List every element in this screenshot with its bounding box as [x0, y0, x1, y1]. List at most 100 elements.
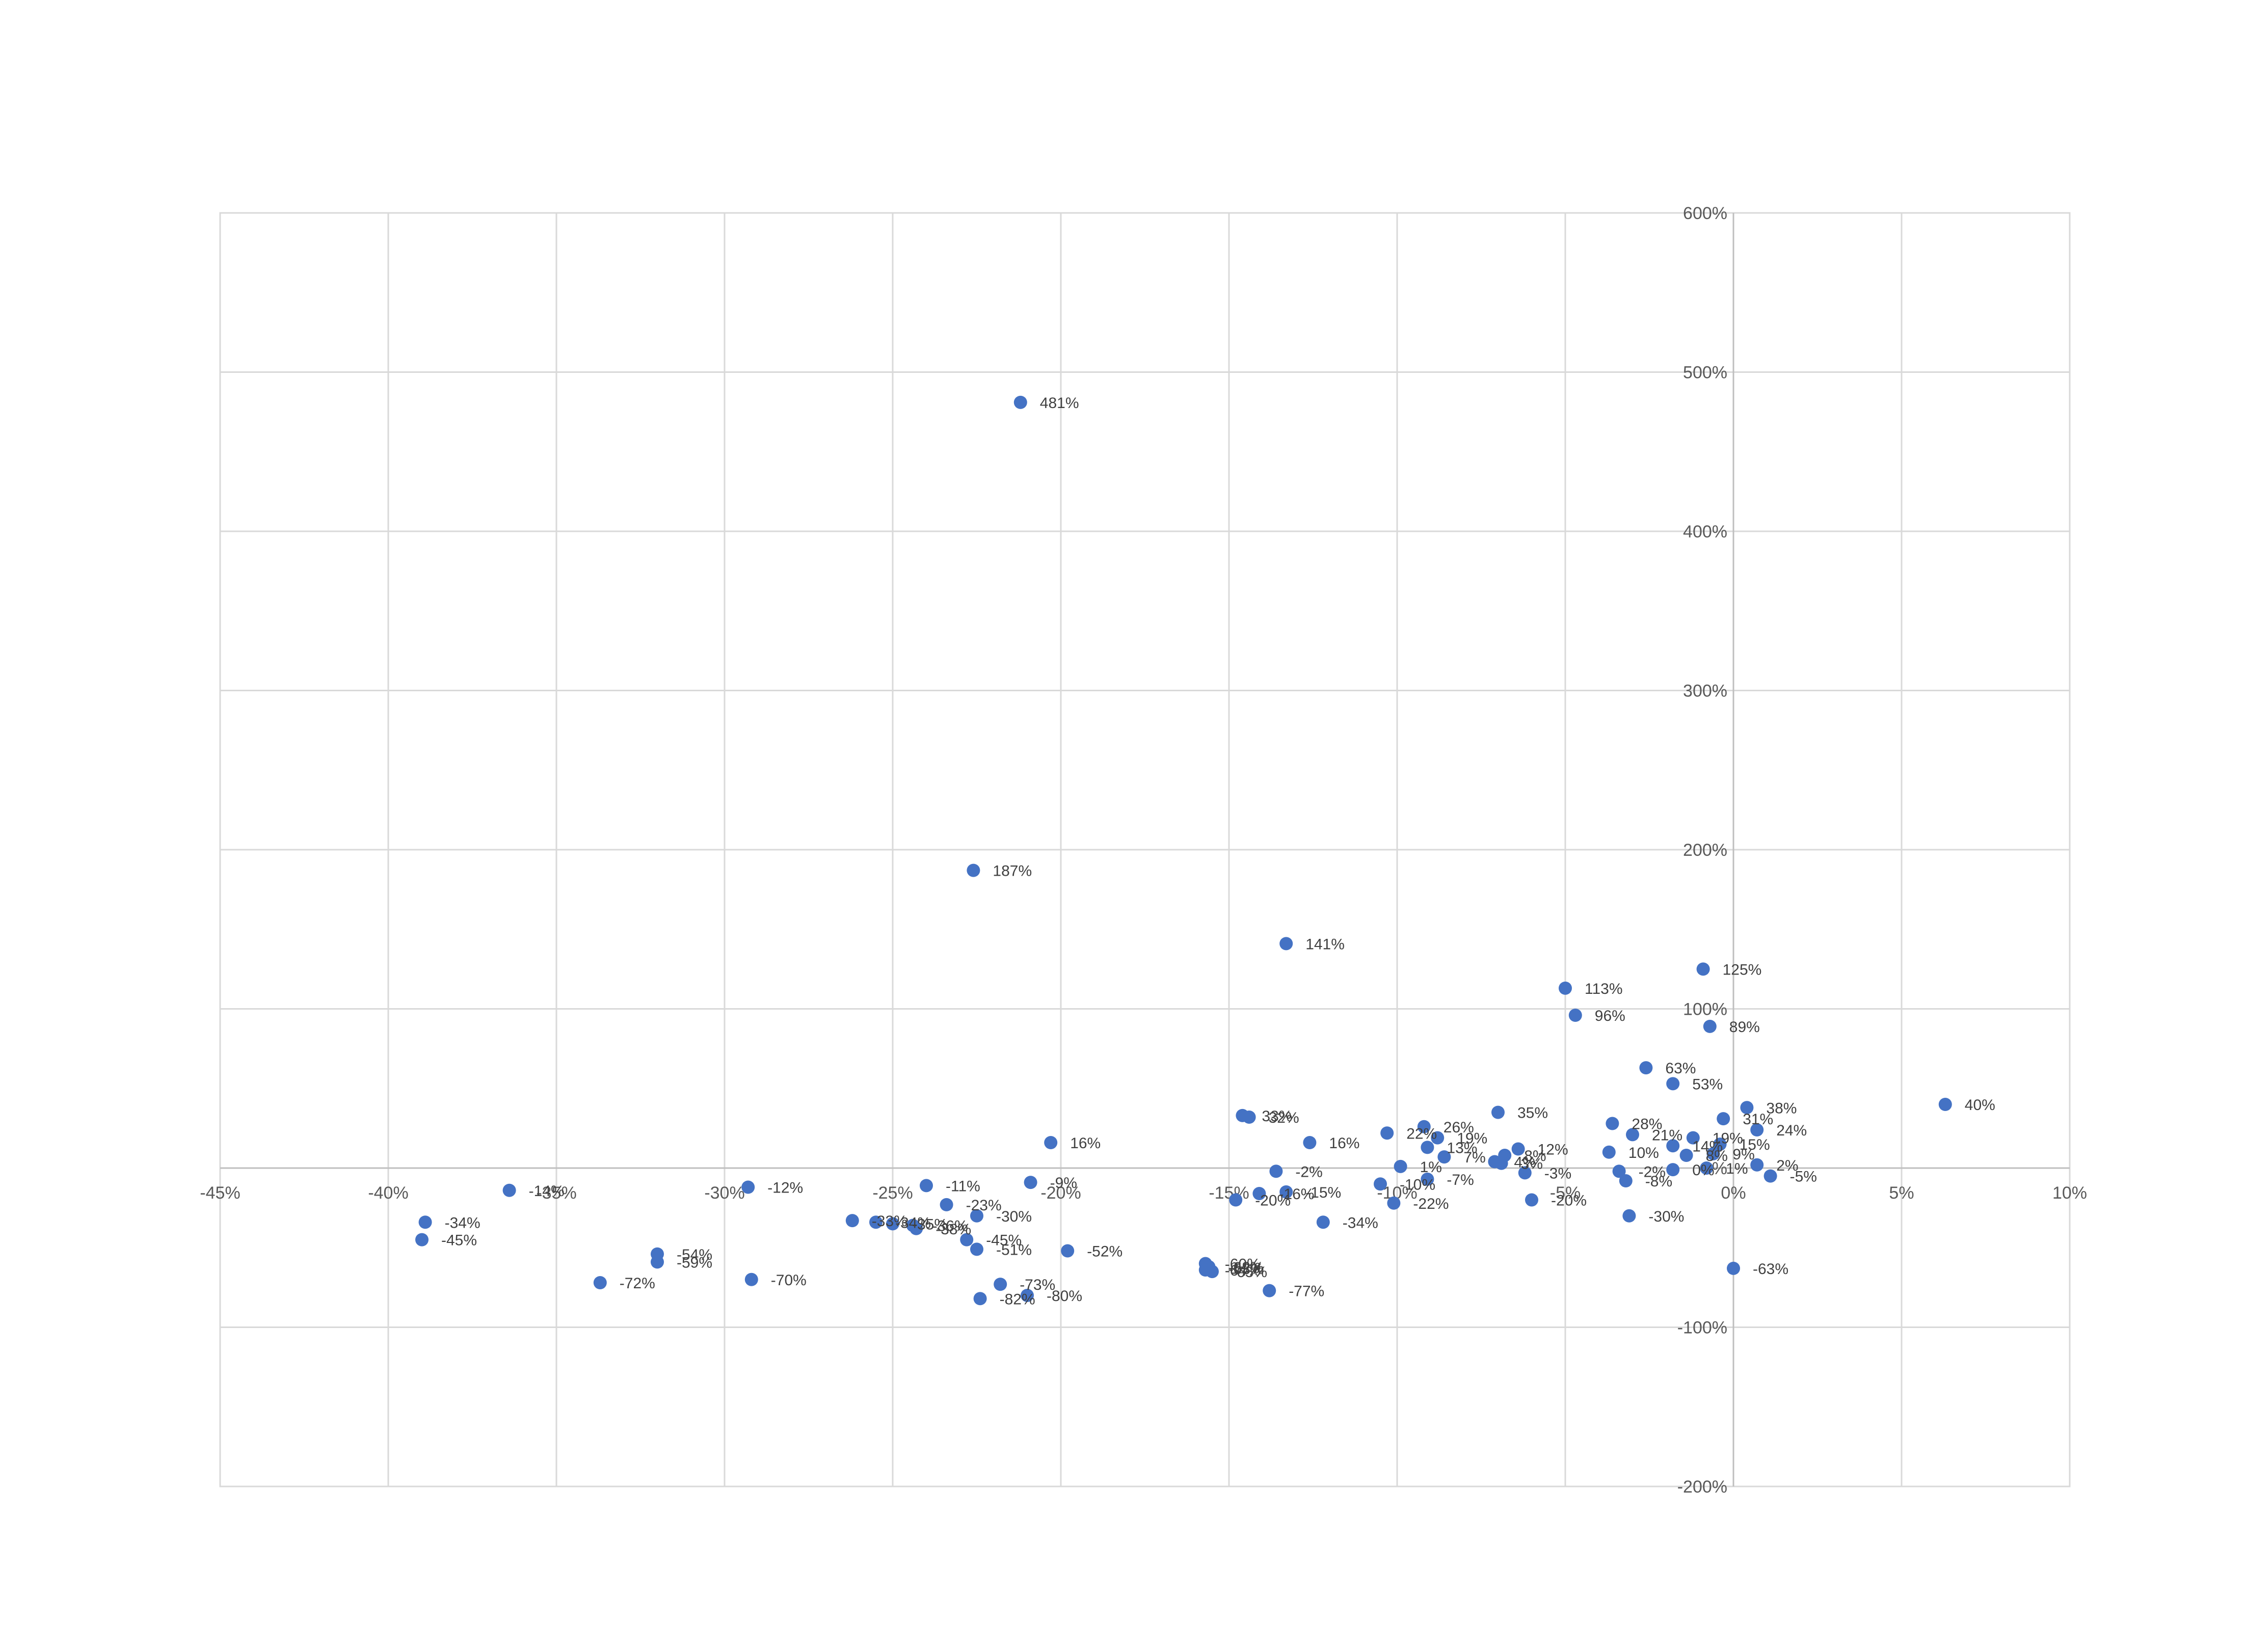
data-point — [1686, 1131, 1700, 1145]
data-label: 12% — [1538, 1142, 1568, 1158]
y-tick-label: 300% — [1683, 682, 1727, 701]
data-label: 35% — [1517, 1105, 1548, 1122]
tick-labels: -45% -40% -35% -30% -25% -20% -15% -10% -5% 0% 5% 1… — [200, 204, 2087, 1497]
data-label: -36% — [932, 1218, 968, 1235]
x-tick-label: -30% — [704, 1183, 744, 1203]
data-label: -63% — [1753, 1261, 1788, 1278]
data-point — [1717, 1112, 1730, 1126]
data-point — [1679, 1149, 1693, 1162]
data-point — [1387, 1196, 1401, 1210]
data-point — [1696, 962, 1710, 976]
data-point — [1437, 1150, 1451, 1164]
data-label: -23% — [966, 1197, 1002, 1214]
data-label: -5% — [1790, 1169, 1817, 1185]
data-label: 16% — [1070, 1135, 1101, 1152]
data-point — [1938, 1098, 1952, 1111]
data-label: 1% — [1420, 1159, 1442, 1176]
data-point — [418, 1215, 432, 1229]
data-label: 96% — [1595, 1008, 1625, 1024]
data-point — [1374, 1177, 1387, 1191]
data-label: 13% — [1447, 1140, 1477, 1156]
x-tick-label: -45% — [200, 1183, 240, 1203]
data-label: 14% — [1692, 1138, 1723, 1155]
y-tick-label: 200% — [1683, 841, 1727, 860]
data-point — [1421, 1141, 1434, 1154]
data-label: 63% — [1665, 1060, 1696, 1077]
data-point — [1559, 981, 1572, 995]
data-label: 32% — [1269, 1109, 1299, 1126]
data-point — [1263, 1284, 1276, 1297]
data-point — [1061, 1244, 1075, 1258]
data-point — [1700, 1161, 1714, 1175]
data-labels: 481% 187% 141% 113% 96% 125% 89% 63%53% 40% 38% 35… — [441, 395, 1995, 1308]
data-points — [415, 395, 1952, 1306]
data-label: 7% — [1463, 1149, 1485, 1166]
data-label: -30% — [1648, 1208, 1684, 1225]
data-label: 113% — [1585, 981, 1623, 997]
data-point — [1229, 1193, 1243, 1207]
data-label: -80% — [1047, 1288, 1082, 1305]
data-label: 21% — [1652, 1127, 1682, 1144]
data-label: -20% — [1551, 1193, 1587, 1209]
y-tick-label: 100% — [1683, 1000, 1727, 1019]
x-tick-label: 5% — [1889, 1183, 1914, 1203]
data-label: 9% — [1732, 1146, 1754, 1163]
data-point — [1713, 1138, 1727, 1151]
data-point — [1706, 1147, 1720, 1160]
data-point — [1417, 1120, 1431, 1133]
data-point — [1252, 1187, 1266, 1200]
data-point — [1666, 1077, 1680, 1091]
data-point — [1024, 1176, 1037, 1189]
data-label: -54% — [677, 1247, 712, 1263]
data-label: -34% — [895, 1214, 931, 1231]
data-label: 1% — [1726, 1160, 1748, 1177]
data-point — [1750, 1123, 1764, 1136]
data-point — [415, 1233, 429, 1247]
data-point — [593, 1276, 607, 1289]
data-point — [741, 1180, 755, 1194]
data-point — [1394, 1159, 1407, 1173]
data-label: -45% — [441, 1232, 477, 1249]
data-point — [1626, 1128, 1639, 1142]
data-label: 125% — [1723, 961, 1762, 978]
data-label: 141% — [1305, 936, 1345, 953]
data-point — [1021, 1289, 1034, 1302]
data-point — [940, 1198, 953, 1211]
data-label: -72% — [620, 1275, 655, 1292]
data-point — [651, 1255, 664, 1269]
data-label: 38% — [1766, 1100, 1797, 1117]
data-point — [994, 1278, 1007, 1291]
data-label: -8% — [1645, 1173, 1672, 1190]
data-point — [1666, 1163, 1680, 1177]
data-label: -82% — [1000, 1291, 1035, 1308]
data-point — [1518, 1166, 1532, 1180]
data-point — [1727, 1261, 1740, 1275]
data-label: 481% — [1040, 395, 1079, 412]
data-label: 8% — [1524, 1148, 1546, 1164]
data-label: 2% — [1776, 1157, 1798, 1174]
data-point — [1431, 1131, 1445, 1145]
data-label: -12% — [767, 1180, 803, 1197]
data-label: -45% — [986, 1232, 1022, 1249]
data-label: -34% — [445, 1214, 480, 1231]
data-point — [1703, 1019, 1717, 1033]
data-point — [1639, 1061, 1653, 1075]
data-label: -34% — [1343, 1214, 1378, 1231]
data-point — [1206, 1265, 1219, 1279]
data-point — [1750, 1158, 1764, 1172]
data-label: 3% — [1521, 1156, 1543, 1173]
data-label: -20% — [1255, 1193, 1291, 1209]
data-point — [1421, 1172, 1434, 1186]
data-point — [1740, 1101, 1754, 1115]
data-label: -60% — [1225, 1256, 1261, 1273]
data-point — [1242, 1111, 1256, 1124]
data-point — [1619, 1174, 1633, 1187]
data-label: -16% — [1278, 1186, 1314, 1203]
data-point — [1279, 937, 1293, 951]
data-label: -22% — [1413, 1196, 1449, 1212]
data-point — [1525, 1193, 1538, 1207]
data-point — [970, 1242, 983, 1256]
y-tick-label: -200% — [1677, 1477, 1727, 1497]
data-label: -64% — [1225, 1262, 1261, 1279]
data-point — [1279, 1185, 1293, 1199]
